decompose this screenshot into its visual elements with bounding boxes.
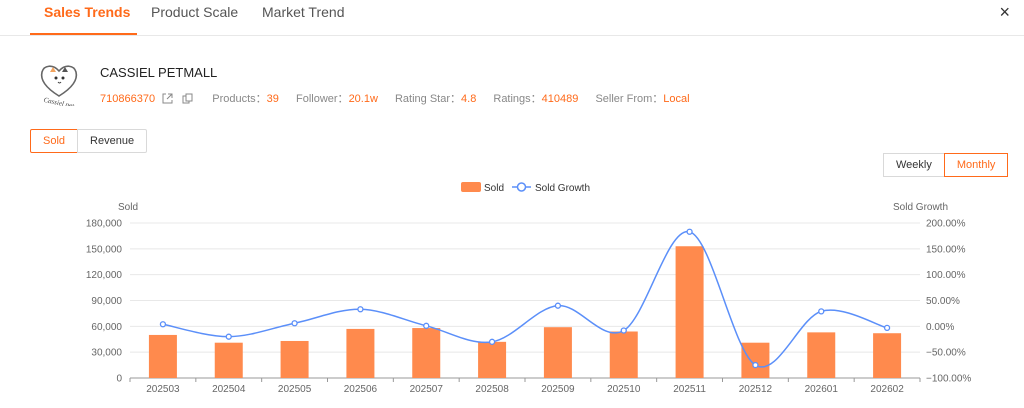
legend-growth-label: Sold Growth — [535, 183, 590, 194]
bar-sold — [675, 246, 704, 378]
growth-line — [162, 231, 888, 368]
x-tick-label: 202511 — [673, 384, 706, 395]
left-tick-label: 0 — [116, 374, 122, 385]
right-axis-title: Sold Growth — [893, 202, 948, 213]
growth-point — [225, 333, 232, 340]
x-tick-label: 202512 — [739, 384, 773, 395]
products-value: 39 — [266, 93, 279, 105]
period-toggle: Weekly Monthly — [883, 153, 1009, 177]
x-tick-label: 202506 — [344, 384, 378, 395]
legend-growth-marker — [516, 182, 527, 192]
growth-point — [818, 308, 825, 315]
growth-point — [488, 338, 496, 345]
right-tick-label: 0.00% — [926, 322, 954, 333]
growth-point — [883, 324, 891, 332]
right-tick-label: −100.00% — [926, 374, 971, 385]
bar-sold — [873, 333, 902, 378]
growth-point — [620, 327, 627, 334]
legend-sold-swatch — [461, 182, 481, 192]
shop-logo: Cassiel pet — [40, 65, 78, 106]
x-tick-label: 202504 — [212, 384, 246, 395]
x-tick-label: 202508 — [475, 384, 509, 395]
bar-sold — [543, 327, 572, 378]
left-axis-title: Sold — [118, 202, 138, 213]
products-label: Products： — [212, 93, 267, 105]
metric-toggle: Sold Revenue — [30, 129, 148, 153]
legend-sold-label: Sold — [484, 183, 504, 194]
bar-sold — [346, 328, 375, 378]
revenue-button[interactable]: Revenue — [77, 129, 148, 153]
right-tick-label: 150.00% — [926, 244, 966, 255]
right-tick-label: 50.00% — [926, 296, 960, 307]
bar-sold — [280, 340, 309, 378]
x-tick-label: 202510 — [607, 384, 641, 395]
tab-sales-trends[interactable]: Sales Trends — [44, 4, 131, 20]
x-tick-label: 202509 — [541, 384, 575, 395]
bar-sold — [741, 342, 770, 378]
tab-market-trend[interactable]: Market Trend — [262, 4, 345, 20]
rating-star-label: Rating Star： — [394, 93, 462, 105]
seller-from-value: Local — [663, 93, 690, 105]
growth-point — [554, 302, 562, 309]
tab-bar: Sales Trends Product Scale Market Trend … — [0, 0, 1024, 36]
left-tick-label: 150,000 — [86, 244, 123, 255]
right-tick-label: −50.00% — [926, 348, 966, 359]
right-tick-label: 200.00% — [926, 219, 966, 230]
x-tick-label: 202601 — [805, 384, 839, 395]
bar-sold — [807, 332, 836, 378]
bar-sold — [148, 334, 177, 378]
ratings-value: 410489 — [541, 93, 579, 105]
left-tick-label: 180,000 — [86, 219, 123, 230]
x-tick-label: 202507 — [410, 384, 444, 395]
close-icon[interactable]: × — [999, 2, 1010, 22]
tab-product-scale[interactable]: Product Scale — [151, 4, 239, 20]
follower-value: 20.1w — [348, 93, 378, 105]
logo-text: Cassiel pet — [43, 96, 76, 106]
seller-from-label: Seller From： — [595, 93, 664, 105]
bar-sold — [478, 341, 507, 378]
growth-point — [357, 306, 364, 313]
x-tick-label: 202503 — [146, 384, 180, 395]
shop-id[interactable]: 710866370 — [100, 93, 156, 105]
growth-point — [291, 320, 298, 327]
bar-sold — [214, 342, 243, 378]
sold-button[interactable]: Sold — [30, 129, 79, 153]
rating-star-value: 4.8 — [461, 93, 477, 105]
external-link-icon[interactable] — [162, 93, 173, 104]
growth-point — [159, 321, 167, 328]
left-tick-label: 120,000 — [86, 270, 123, 281]
shop-name: CASSIEL PETMALL — [100, 65, 218, 80]
weekly-button[interactable]: Weekly — [883, 153, 945, 177]
right-tick-label: 100.00% — [926, 270, 966, 281]
growth-point — [686, 228, 693, 235]
follower-label: Follower： — [295, 93, 349, 105]
shop-meta: 710866370 Products：39 Follower：20.1w Rat… — [100, 90, 704, 106]
ratings-label: Ratings： — [493, 93, 542, 105]
copy-icon[interactable] — [182, 93, 193, 104]
left-tick-label: 30,000 — [91, 348, 122, 359]
left-tick-label: 60,000 — [91, 322, 122, 333]
bar-sold — [412, 328, 441, 378]
x-tick-label: 202602 — [870, 384, 904, 395]
growth-point — [752, 361, 759, 369]
sales-chart: Sold Sold Growth Sold Sold Growth 0 −100.… — [86, 182, 971, 395]
bar-sold — [609, 331, 638, 378]
growth-point — [423, 322, 430, 329]
x-tick-label: 202505 — [278, 384, 312, 395]
chart-legend: Sold Sold Growth — [461, 182, 590, 194]
active-tab-indicator — [30, 33, 137, 35]
left-tick-label: 90,000 — [91, 296, 122, 307]
monthly-button[interactable]: Monthly — [943, 153, 1009, 177]
